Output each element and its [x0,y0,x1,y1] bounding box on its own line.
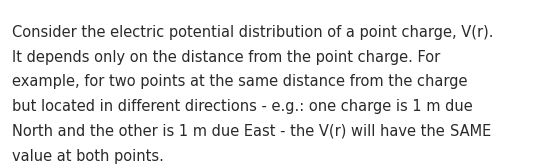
Text: SAME: SAME [450,124,491,139]
Text: value at both points.: value at both points. [12,149,164,164]
Text: North and the other is 1 m due East - the V(r) will have the: North and the other is 1 m due East - th… [12,124,450,139]
Text: It depends only on the distance from the point charge. For: It depends only on the distance from the… [12,50,440,65]
Text: example, for two points at the same distance from the charge: example, for two points at the same dist… [12,74,468,90]
Text: Consider the electric potential distribution of a point charge, V(r).: Consider the electric potential distribu… [12,25,494,40]
Text: but located in different directions - e.g.: one charge is 1 m due: but located in different directions - e.… [12,99,473,114]
